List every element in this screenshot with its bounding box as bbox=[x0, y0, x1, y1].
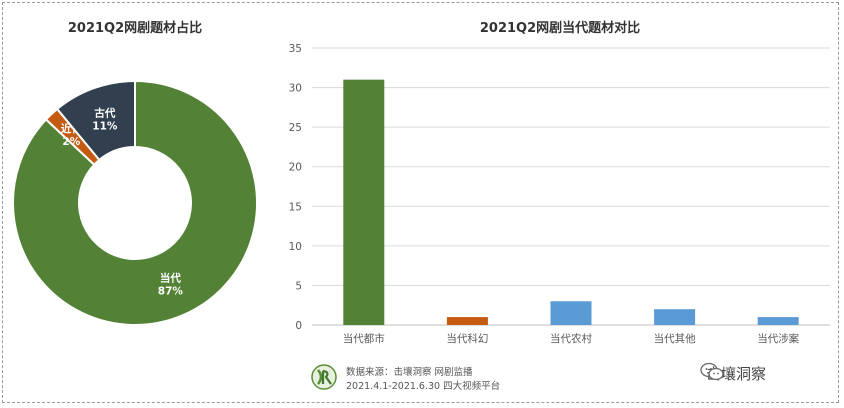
pie-slice-1 bbox=[12, 79, 258, 326]
y-tick-label-5: 25 bbox=[289, 122, 302, 134]
data-period-text: 2021.4.1-2021.6.30 四大视频平台 bbox=[346, 381, 501, 392]
x-tick-label-3: 当代农村 bbox=[550, 332, 592, 345]
pie-label-pct-1: 87% bbox=[158, 286, 184, 298]
brand-watermark: 击壤洞察 bbox=[700, 362, 766, 384]
y-tick-label-0: 0 bbox=[295, 320, 302, 332]
bar-5 bbox=[757, 317, 799, 325]
bar-2 bbox=[446, 317, 488, 325]
y-tick-label-4: 20 bbox=[289, 162, 302, 174]
x-tick-label-4: 当代其他 bbox=[654, 332, 696, 345]
x-tick-label-5: 当代涉案 bbox=[757, 332, 799, 345]
source-logo-icon bbox=[311, 364, 337, 390]
y-tick-label-1: 5 bbox=[295, 280, 302, 292]
bar-3 bbox=[550, 301, 592, 325]
chart-frame bbox=[2, 2, 839, 403]
y-tick-label-2: 10 bbox=[289, 241, 302, 253]
y-tick-label-7: 35 bbox=[289, 43, 302, 55]
y-tick-label-3: 15 bbox=[289, 201, 302, 213]
y-tick-label-6: 30 bbox=[289, 83, 302, 95]
bar-chart-title: 2021Q2网剧当代题材对比 bbox=[479, 21, 641, 36]
pie-label-pct-3: 11% bbox=[92, 120, 118, 132]
wechat-icon bbox=[700, 362, 724, 381]
pie-slice-3 bbox=[55, 79, 136, 162]
pie-chart-title: 2021Q2网剧题材占比 bbox=[67, 21, 203, 36]
x-tick-label-2: 当代科幻 bbox=[446, 332, 488, 345]
data-source-text: 数据来源：击壤洞察 网剧监播 bbox=[346, 367, 473, 378]
pie-label-name-1: 当代 bbox=[160, 272, 181, 285]
bar-1 bbox=[343, 79, 385, 326]
x-tick-label-1: 当代都市 bbox=[343, 332, 385, 345]
pie-label-pct-2: 2% bbox=[62, 136, 80, 148]
bar-4 bbox=[654, 309, 696, 325]
pie-label-name-3: 古代 bbox=[94, 106, 115, 119]
